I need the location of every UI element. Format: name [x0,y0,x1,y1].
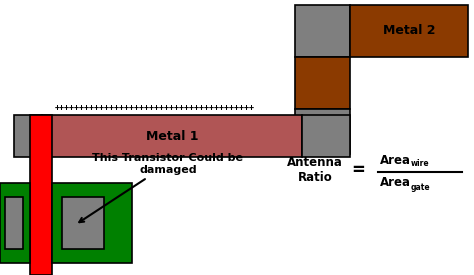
Bar [302,115,350,157]
Bar [295,109,350,154]
Bar [0,183,30,263]
Text: This Transistor Could be
damaged: This Transistor Could be damaged [79,153,244,222]
Bar [42,115,302,157]
Text: Area: Area [380,153,411,166]
Text: gate: gate [411,183,430,191]
Bar [30,115,52,275]
Bar [295,5,350,57]
Text: wire: wire [411,160,429,169]
Text: Metal 2: Metal 2 [383,24,435,37]
Bar [350,5,468,57]
Bar [62,197,104,249]
Text: =: = [351,161,365,179]
Text: Metal 1: Metal 1 [146,130,198,142]
Text: Antenna
Ratio: Antenna Ratio [287,156,343,184]
Bar [295,57,350,109]
Text: ++++++++++++++++++++++++++++++++++++++++: ++++++++++++++++++++++++++++++++++++++++ [55,103,255,112]
Bar [14,115,42,157]
Text: Area: Area [380,177,411,189]
Bar [5,197,23,249]
Bar [52,183,132,263]
